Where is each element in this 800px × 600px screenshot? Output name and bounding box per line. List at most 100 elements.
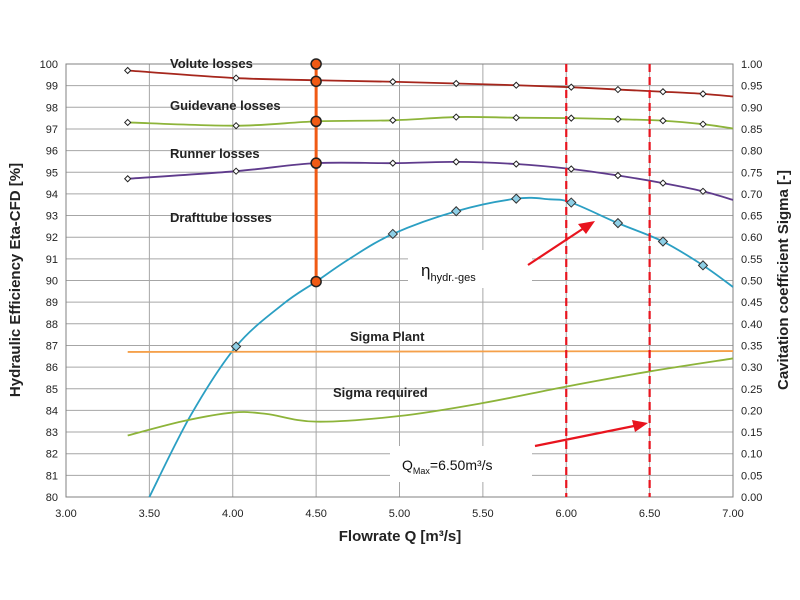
qmax-label: QMax=6.50m³/s <box>402 457 493 476</box>
drafttube-losses-label: Drafttube losses <box>170 210 272 225</box>
arrows <box>527 221 648 448</box>
y-tick-label: 94 <box>46 189 58 201</box>
efficiency-point <box>450 206 462 217</box>
y2-axis-title: Cavitation coefficient Sigma [-] <box>775 170 792 390</box>
y-tick-label: 87 <box>46 340 58 352</box>
efficiency-point <box>511 193 522 204</box>
qmax-label-box <box>390 446 532 482</box>
efficiency-point <box>657 236 669 247</box>
y2-tick-label: 0.30 <box>741 362 762 374</box>
y2-tick-label: 0.85 <box>741 124 762 136</box>
volute-line <box>127 69 734 98</box>
runner-point <box>512 160 520 168</box>
y2-tick-label: 0.10 <box>741 449 762 461</box>
y2-tick-label: 0.00 <box>741 492 762 504</box>
runner-point <box>567 165 575 173</box>
grid <box>65 63 734 498</box>
eta-subscript: hydr.-ges <box>430 272 476 284</box>
runner-point <box>614 171 622 180</box>
sigma-required-label: Sigma required <box>333 385 428 400</box>
guidevane-line <box>127 116 734 130</box>
guidevane-point <box>567 114 575 122</box>
volute-point <box>232 74 240 82</box>
runner-point <box>389 159 397 167</box>
y-tick-label: 100 <box>40 59 58 71</box>
y2-tick-label: 0.25 <box>741 384 762 396</box>
runner-point <box>659 179 667 187</box>
guidevane-point <box>123 118 132 127</box>
efficiency-point <box>387 228 399 240</box>
y-axis-title: Hydraulic Efficiency Eta-CFD [%] <box>7 163 24 397</box>
y-tick-label: 84 <box>46 405 58 417</box>
y2-tick-label: 0.45 <box>741 297 762 309</box>
efficiency-point <box>612 217 624 229</box>
qmax-value: =6.50m³/s <box>430 457 493 473</box>
guidevane-point <box>512 113 520 122</box>
volute-point <box>659 88 667 96</box>
sigma_required-line <box>127 357 734 437</box>
x-tick-label: 3.00 <box>55 508 76 520</box>
y-tick-label: 82 <box>46 449 58 461</box>
y2-tick-label: 0.55 <box>741 254 762 266</box>
guidevane-losses-label: Guidevane losses <box>170 98 281 113</box>
sigma_plant-line <box>127 350 734 353</box>
x-tick-label: 5.00 <box>389 508 410 520</box>
y2-tick-label: 0.40 <box>741 319 762 331</box>
y2-tick-label: 0.70 <box>741 189 762 201</box>
x-tick-label: 6.00 <box>556 508 577 520</box>
y2-tick-label: 0.65 <box>741 211 762 223</box>
y-tick-label: 92 <box>46 232 58 244</box>
volute-point <box>614 85 622 94</box>
y2-tick-label: 0.05 <box>741 470 762 482</box>
loss-point <box>310 115 322 128</box>
runner-line <box>127 160 734 201</box>
runner-point <box>452 158 460 166</box>
y-tick-label: 97 <box>46 124 58 136</box>
guidevane-point <box>614 115 622 123</box>
y2-tick-label: 0.35 <box>741 340 762 352</box>
y2-tick-label: 0.75 <box>741 167 762 179</box>
y-tick-label: 93 <box>46 211 58 223</box>
x-tick-label: 4.00 <box>222 508 243 520</box>
y-tick-label: 95 <box>46 167 58 179</box>
qmax-symbol: Q <box>402 457 413 473</box>
efficiency-point <box>697 260 709 271</box>
y-tick-label: 99 <box>46 81 58 93</box>
runner-losses-label: Runner losses <box>170 146 260 161</box>
y2-tick-label: 0.95 <box>741 81 762 93</box>
x-tick-label: 7.00 <box>722 508 743 520</box>
qmax-arrowhead <box>632 420 648 432</box>
sigma-plant-label: Sigma Plant <box>350 329 425 344</box>
volute-point <box>512 81 520 89</box>
y-tick-label: 98 <box>46 102 58 114</box>
x-tick-label: 5.50 <box>472 508 493 520</box>
volute-point <box>389 78 397 86</box>
efficiency-point <box>566 197 577 208</box>
x-tick-label: 4.50 <box>305 508 326 520</box>
guidevane-point <box>659 117 667 125</box>
efficiency-point <box>230 341 242 352</box>
y2-tick-label: 0.20 <box>741 405 762 417</box>
y-tick-label: 88 <box>46 319 58 331</box>
y2-tick-label: 0.60 <box>741 232 762 244</box>
loss-point <box>310 58 322 70</box>
y2-tick-label: 0.80 <box>741 146 762 158</box>
y-tick-label: 96 <box>46 146 58 158</box>
eta-arrow <box>527 227 585 266</box>
runner-point <box>699 187 707 196</box>
eta-label-box <box>408 250 532 288</box>
plot-border <box>65 63 734 498</box>
loss-point <box>310 75 322 88</box>
guidevane-point <box>699 120 707 128</box>
runner-point <box>232 167 240 175</box>
y-tick-label: 89 <box>46 297 58 309</box>
qmax-arrow <box>534 424 635 448</box>
loss-point <box>310 275 322 288</box>
x-tick-label: 6.50 <box>639 508 660 520</box>
guidevane-point <box>389 116 397 124</box>
guidevane-point <box>452 113 460 121</box>
qmax-subscript: Max <box>413 466 431 476</box>
y2-tick-label: 1.00 <box>741 59 762 71</box>
volute-point <box>123 66 132 75</box>
